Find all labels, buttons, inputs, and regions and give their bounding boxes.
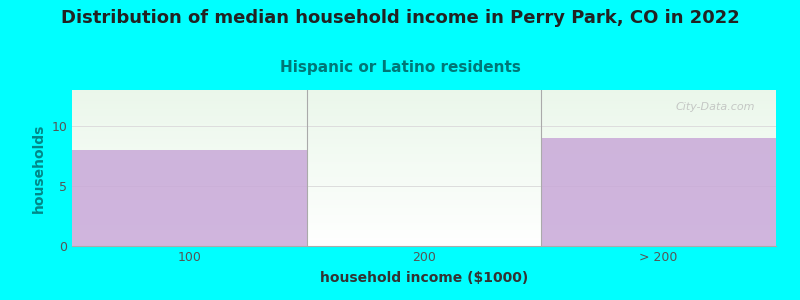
X-axis label: household income ($1000): household income ($1000)	[320, 271, 528, 285]
Text: City-Data.com: City-Data.com	[675, 103, 755, 112]
Text: Distribution of median household income in Perry Park, CO in 2022: Distribution of median household income …	[61, 9, 739, 27]
Bar	[542, 138, 776, 246]
Y-axis label: households: households	[32, 123, 46, 213]
Text: Hispanic or Latino residents: Hispanic or Latino residents	[279, 60, 521, 75]
Bar	[72, 150, 306, 246]
